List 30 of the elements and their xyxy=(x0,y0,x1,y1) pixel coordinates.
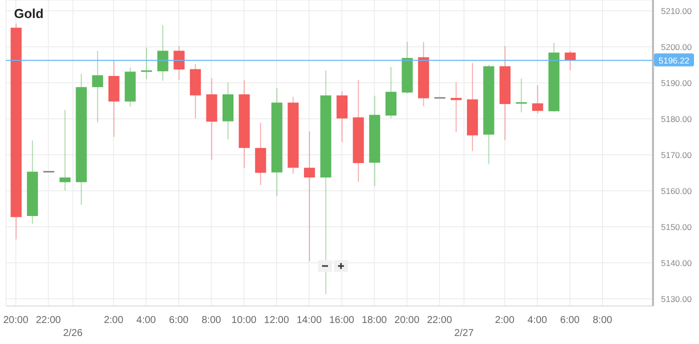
y-tick-label: 5190.00 xyxy=(661,78,692,88)
x-tick-label: 10:00 xyxy=(231,315,257,326)
x-tick-label: 12:00 xyxy=(264,315,290,326)
x-tick-label: 22:00 xyxy=(36,315,62,326)
y-tick-label: 5210.00 xyxy=(661,6,692,16)
y-tick-label: 5130.00 xyxy=(661,294,692,304)
y-tick-label: 5150.00 xyxy=(661,222,692,232)
x-tick-label: 20:00 xyxy=(3,315,29,326)
text: 2/26 xyxy=(63,328,83,339)
text: Gold xyxy=(14,6,44,21)
x-tick-label: 2:00 xyxy=(104,315,124,326)
x-tick-label: 16:00 xyxy=(329,315,355,326)
ref-line-label: 5196.22 xyxy=(658,55,690,66)
x-tick-label: 4:00 xyxy=(528,315,548,326)
x-tick-label: 18:00 xyxy=(362,315,388,326)
x-tick-label: 6:00 xyxy=(169,315,189,326)
y-tick-label: 5170.00 xyxy=(661,150,692,160)
x-tick-label: 4:00 xyxy=(136,315,156,326)
y-tick-label: 5180.00 xyxy=(661,114,692,124)
y-tick-label: 5200.00 xyxy=(661,42,692,52)
x-tick-label: 20:00 xyxy=(394,315,420,326)
x-tick-label: 6:00 xyxy=(560,315,580,326)
x-tick-label: 2:00 xyxy=(494,315,515,326)
x-tick-label: 8:00 xyxy=(592,315,613,326)
y-tick-label: 5140.00 xyxy=(661,258,692,268)
text: 2/27 xyxy=(454,328,474,339)
x-tick-label: 8:00 xyxy=(202,315,222,326)
y-tick-label: 5160.00 xyxy=(661,186,692,196)
x-tick-label: 22:00 xyxy=(426,315,452,326)
x-tick-label: 14:00 xyxy=(296,315,322,326)
